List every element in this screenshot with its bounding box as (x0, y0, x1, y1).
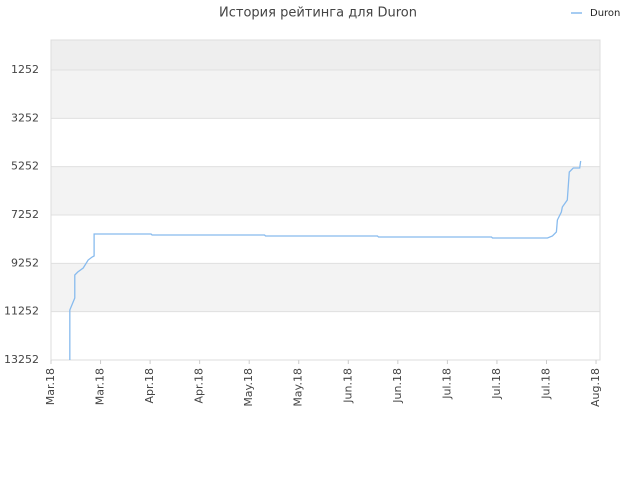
x-tick-label: Jul.18 (539, 368, 552, 400)
grid-band (51, 311, 600, 360)
x-tick-label: Mar.18 (94, 368, 107, 405)
x-tick-label: Mar.18 (44, 368, 57, 405)
x-tick-label: Jul.18 (440, 368, 453, 400)
x-tick-label: Jul.18 (490, 368, 503, 400)
grid-band (51, 40, 600, 71)
grid-band (51, 263, 600, 312)
y-tick-label: 3252 (11, 111, 39, 124)
grid-band (51, 166, 600, 216)
grid-band (51, 215, 600, 264)
y-tick-label: 13252 (4, 353, 39, 366)
x-tick-label: May.18 (242, 368, 255, 407)
data-line (69, 160, 582, 360)
y-tick-label: 5252 (11, 160, 39, 173)
y-tick-label: 1252 (11, 63, 39, 76)
y-tick-label: 11252 (4, 305, 39, 318)
chart-title: История рейтинга для Duron (219, 6, 417, 21)
x-tick-label: Jun.18 (391, 368, 404, 404)
x-tick-label: May.18 (292, 368, 305, 407)
plot-border (50, 39, 601, 361)
x-tick-label: Aug.18 (589, 368, 602, 407)
grid-band (51, 70, 600, 119)
legend-label: Duron (590, 8, 620, 19)
x-tick-label: Apr.18 (193, 368, 206, 404)
x-tick-label: Apr.18 (143, 368, 156, 404)
y-tick-label: 7252 (11, 208, 39, 221)
y-tick-label: 9252 (11, 256, 39, 269)
x-tick-label: Jun.18 (341, 368, 354, 404)
grid-band (51, 118, 600, 167)
